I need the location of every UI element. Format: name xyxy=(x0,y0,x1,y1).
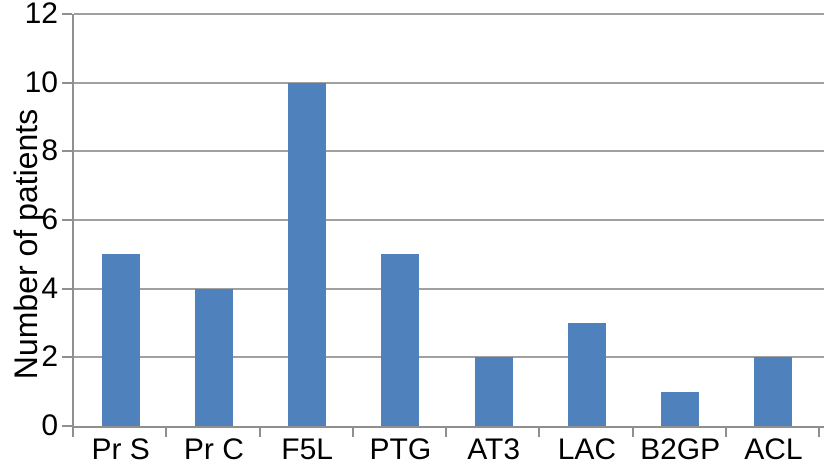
y-tick-label: 12 xyxy=(24,0,58,30)
y-tick-label: 6 xyxy=(41,203,58,236)
x-tick-label-at3: AT3 xyxy=(467,433,521,464)
bar-acl xyxy=(754,357,793,426)
x-tick-label-pr-s: Pr S xyxy=(91,433,150,464)
y-tick-mark xyxy=(62,425,72,427)
gridline xyxy=(74,356,824,359)
x-tick-mark xyxy=(258,428,261,437)
y-tick-mark xyxy=(62,13,72,15)
x-tick-label-pr-c: Pr C xyxy=(183,433,244,464)
y-tick-label: 10 xyxy=(24,65,58,99)
y-tick-mark xyxy=(62,356,72,359)
x-tick-label-acl: ACL xyxy=(744,433,803,464)
gridline xyxy=(74,287,824,290)
gridline xyxy=(74,150,824,153)
x-tick-label-f5l: F5L xyxy=(281,433,333,464)
x-tick-mark xyxy=(724,428,727,437)
bar-pr-c xyxy=(194,288,233,426)
y-axis-line xyxy=(72,14,74,428)
gridline xyxy=(74,81,824,84)
x-tick-label-lac: LAC xyxy=(557,433,617,464)
gridline xyxy=(74,13,824,15)
bar-at3 xyxy=(474,357,513,426)
y-tick-mark xyxy=(62,219,72,221)
x-tick-mark xyxy=(165,428,168,437)
gridline xyxy=(74,219,824,221)
x-tick-mark xyxy=(445,428,447,437)
x-tick-mark xyxy=(818,428,820,437)
y-tick-mark xyxy=(62,81,72,84)
x-axis-line xyxy=(72,426,824,428)
bar-f5l xyxy=(288,82,327,426)
y-tick-label: 8 xyxy=(41,134,58,168)
y-tick-label: 4 xyxy=(41,271,58,305)
x-tick-mark xyxy=(538,428,541,437)
bar-lac xyxy=(567,323,606,426)
bar-pr-s xyxy=(101,254,140,426)
x-tick-mark xyxy=(351,428,354,437)
x-tick-mark xyxy=(72,428,74,437)
x-tick-mark xyxy=(631,428,634,437)
x-tick-label-b2gp: B2GP xyxy=(640,433,721,464)
bar-ptg xyxy=(381,254,420,426)
bar-b2gp xyxy=(661,391,700,426)
x-tick-label-ptg: PTG xyxy=(369,433,432,464)
y-tick-mark xyxy=(62,150,72,153)
y-tick-label: 2 xyxy=(41,340,58,374)
y-tick-label: 0 xyxy=(41,409,58,442)
y-tick-mark xyxy=(62,287,72,290)
